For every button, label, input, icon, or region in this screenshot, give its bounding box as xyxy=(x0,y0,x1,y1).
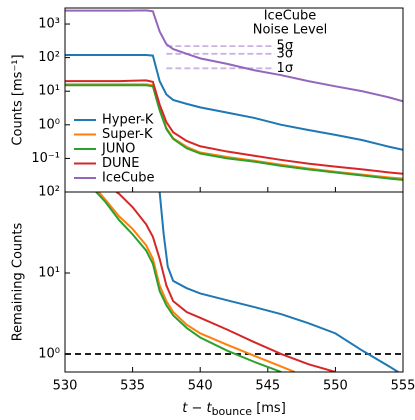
y-axis-label: Remaining Counts xyxy=(11,223,26,342)
x-tick-label: 550 xyxy=(323,379,348,394)
noise-level-label: 5σ xyxy=(277,39,294,54)
legend-label: Super-K xyxy=(102,127,153,142)
legend-label: IceCube xyxy=(102,171,155,186)
series-line xyxy=(115,192,336,372)
y-tick-label: 10⁰ xyxy=(38,117,60,132)
x-axis-label-part: bounce xyxy=(212,405,253,418)
series-line xyxy=(95,192,282,372)
y-tick-label: 10⁻¹ xyxy=(31,151,60,166)
x-axis-label-part: [ms] xyxy=(252,401,286,416)
plot-area xyxy=(65,192,403,372)
y-tick-label: 10³ xyxy=(38,17,60,32)
legend-label: Hyper-K xyxy=(102,113,154,128)
x-tick-label: 555 xyxy=(391,379,415,394)
y-tick-label: 10² xyxy=(38,50,60,65)
plot-area xyxy=(65,9,403,181)
x-axis-label-part: t − t xyxy=(182,401,212,416)
y-tick-label: 10² xyxy=(38,185,60,200)
legend-label: JUNO xyxy=(101,142,135,157)
series-line xyxy=(65,9,403,103)
y-axis-label: Counts [ms⁻¹] xyxy=(11,54,26,145)
axes-frame xyxy=(64,191,404,373)
x-tick-label: 530 xyxy=(53,379,78,394)
y-tick-label: 10¹ xyxy=(38,266,60,281)
series-line xyxy=(158,192,401,372)
series-line xyxy=(65,53,403,151)
series-line xyxy=(65,84,403,181)
y-tick-label: 10¹ xyxy=(38,84,60,99)
noise-level-label: 1σ xyxy=(277,61,294,76)
x-axis-label: t − tbounce [ms] xyxy=(182,401,286,419)
series-line xyxy=(65,79,403,175)
y-tick-label: 10⁰ xyxy=(38,347,60,362)
x-tick-label: 545 xyxy=(255,379,280,394)
x-tick-label: 535 xyxy=(120,379,145,394)
noise-level-label: 3σ xyxy=(277,46,294,61)
annotation: IceCube xyxy=(264,9,317,24)
x-tick-label: 540 xyxy=(188,379,213,394)
legend-label: DUNE xyxy=(102,156,139,171)
annotation: Noise Level xyxy=(253,23,328,38)
series-line xyxy=(98,192,296,372)
